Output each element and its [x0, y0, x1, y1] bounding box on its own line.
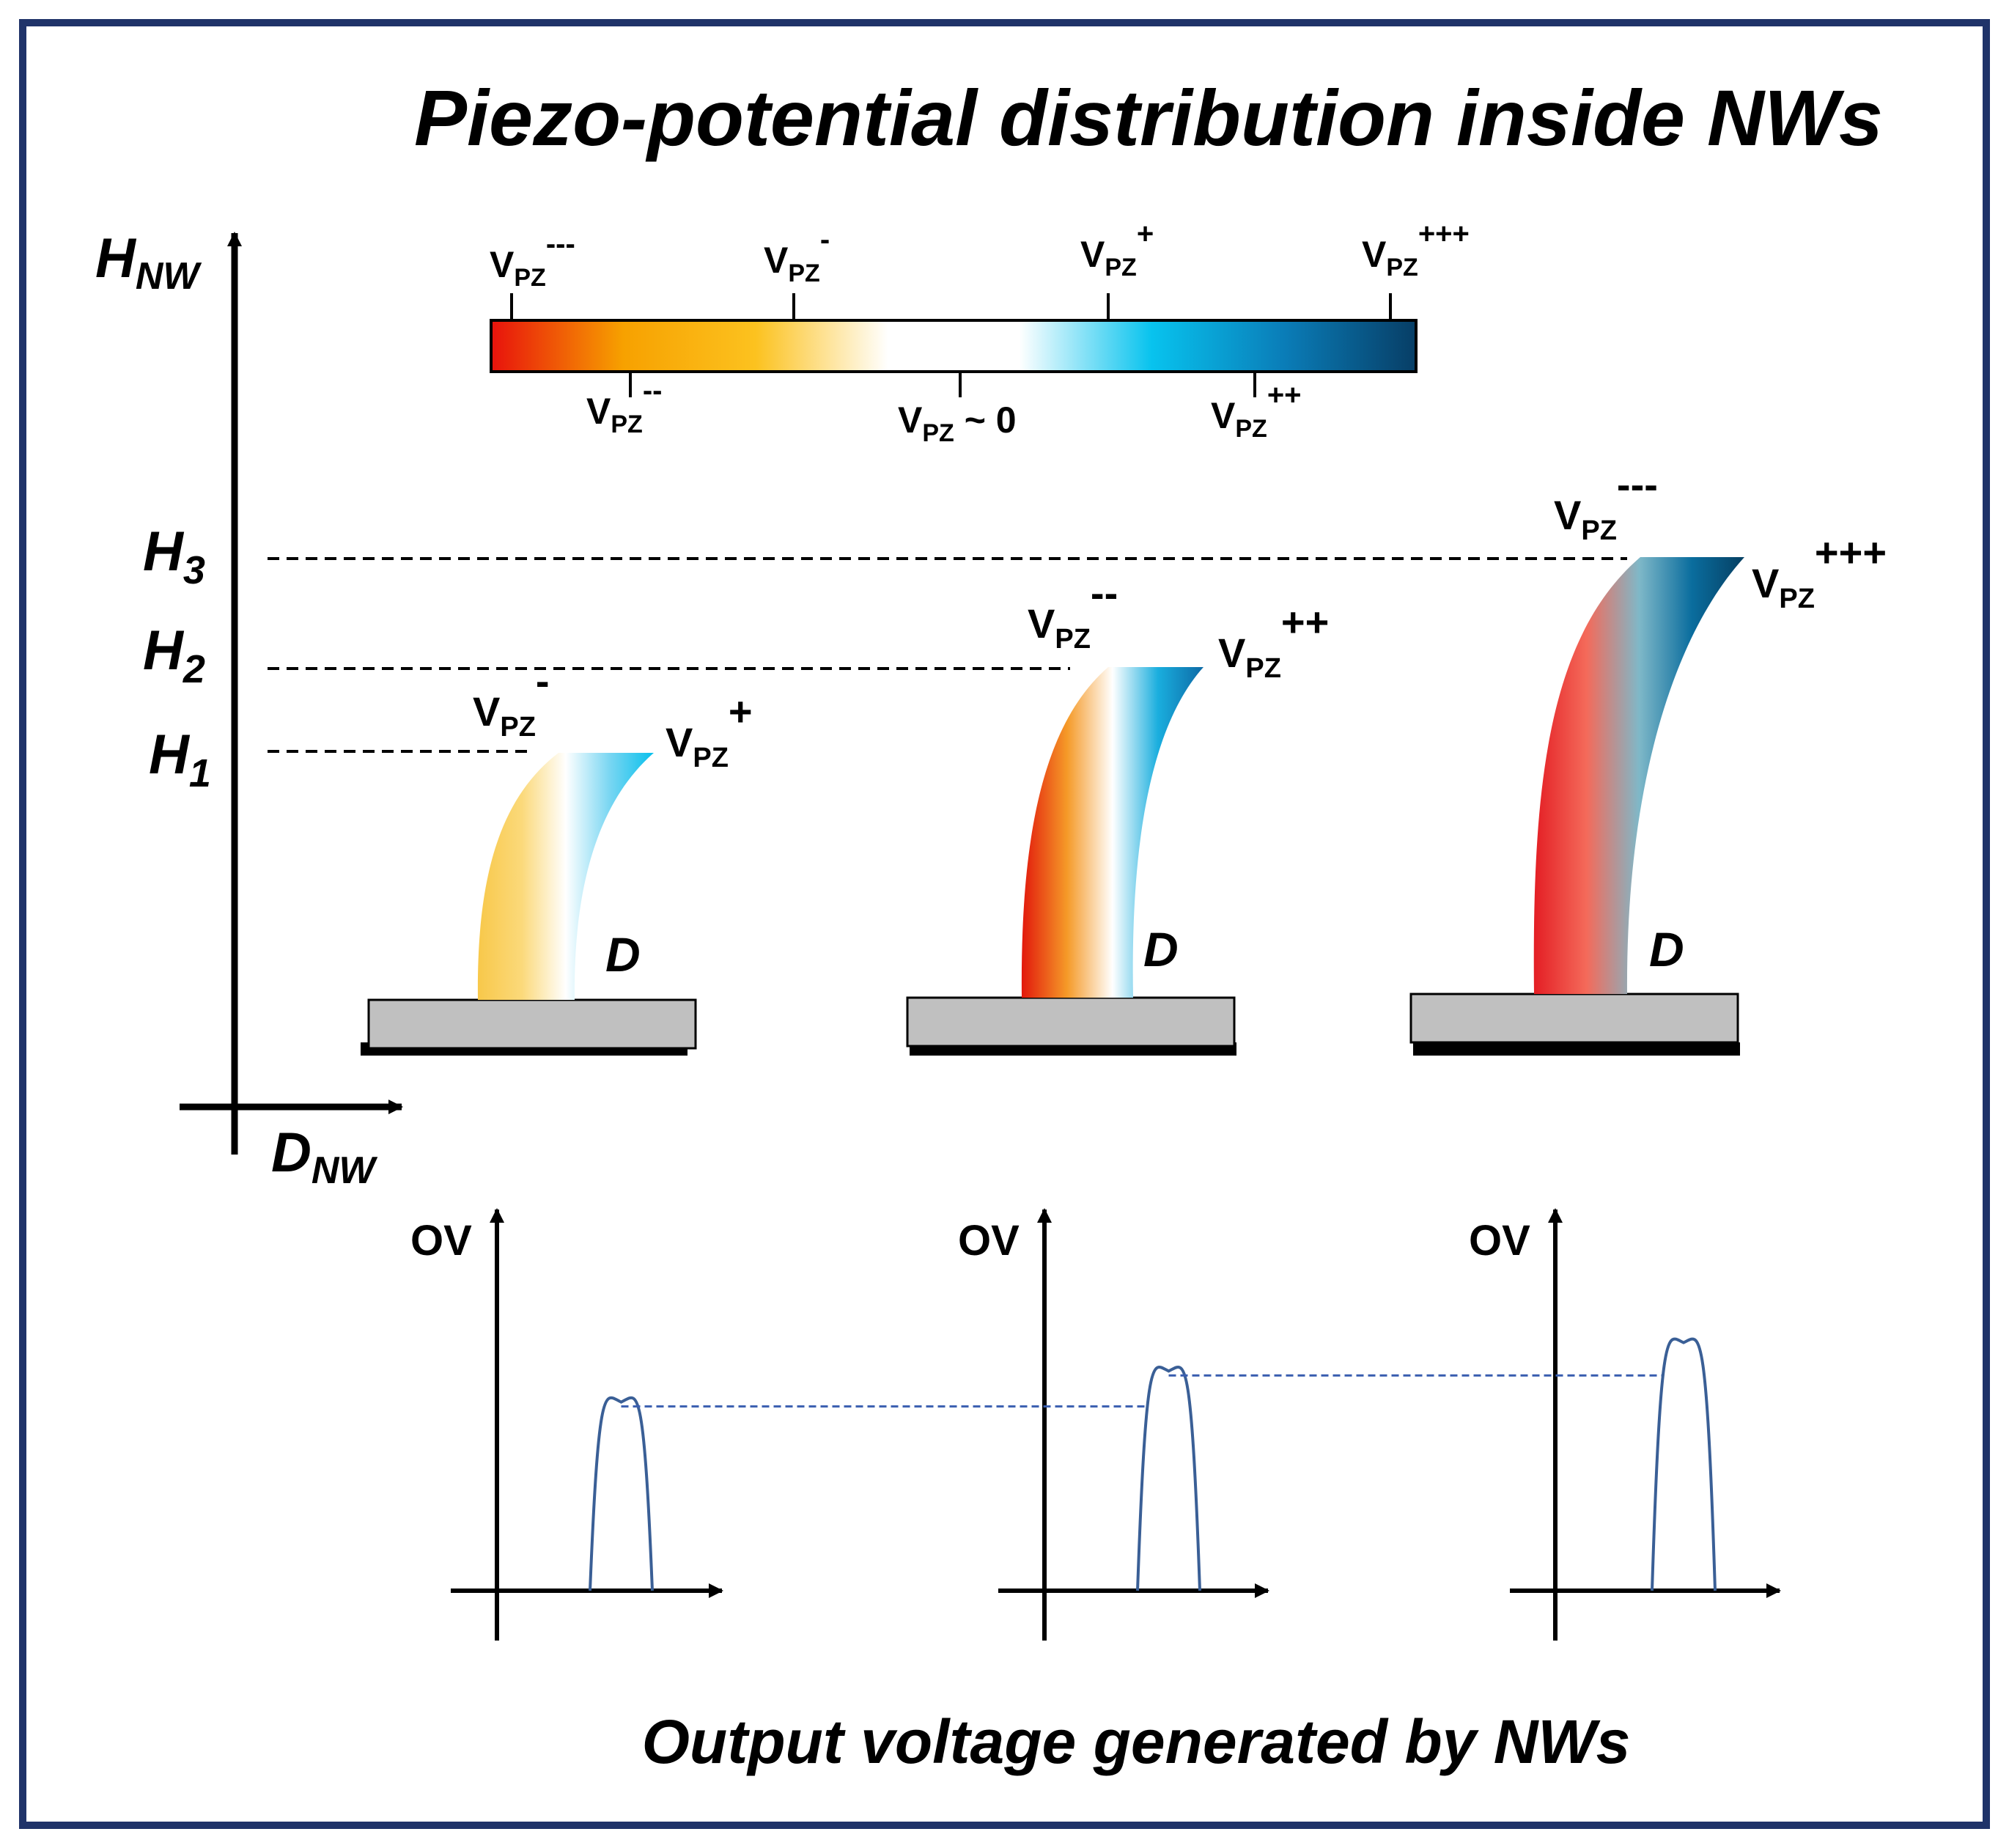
diameter-label: D — [605, 927, 641, 982]
height-label-h2: H2 — [143, 619, 205, 691]
colorbar-label-vpz-minus2: VPZ-- — [586, 375, 662, 438]
nanowire-right-label: VPZ+++ — [1752, 529, 1887, 614]
nanowire-2: VPZ-- VPZ++ D — [906, 570, 1329, 1056]
nanowire-1: VPZ- VPZ+ D — [361, 658, 753, 1056]
nanowire-3: VPZ--- VPZ+++ D — [1409, 461, 1887, 1056]
colorbar-gradient — [490, 319, 1418, 373]
nanowire-body — [477, 753, 654, 1000]
height-label-h3: H3 — [143, 520, 205, 592]
diameter-label: D — [1649, 922, 1684, 976]
ov-pulse — [1136, 1366, 1201, 1591]
colorbar-label-vpz-plus3: VPZ+++ — [1362, 218, 1470, 281]
ov-pulse — [589, 1396, 654, 1591]
nanowire-left-label: VPZ--- — [1554, 461, 1658, 546]
diameter-label: D — [1143, 922, 1179, 976]
colorbar-label-vpz-plus1: VPZ+ — [1080, 218, 1154, 281]
substrate — [1409, 993, 1739, 1044]
ov-plot-1: OV — [410, 1208, 723, 1641]
x-axis-label: DNW — [271, 1122, 377, 1192]
ov-axis-label: OV — [1469, 1217, 1530, 1264]
substrate-shadow — [1413, 1042, 1740, 1056]
ov-axis-label: OV — [410, 1217, 472, 1264]
nanowire-right-label: VPZ++ — [1218, 599, 1329, 684]
figure-footer: Output voltage generated by NWs — [642, 1707, 1631, 1776]
substrate — [367, 998, 697, 1050]
colorbar-label-vpz-minus1: VPZ- — [764, 224, 830, 287]
ov-plot-3: OV — [1469, 1208, 1781, 1641]
ov-axis-label: OV — [958, 1217, 1020, 1264]
nanowire-left-label: VPZ- — [473, 658, 550, 743]
nanowire-body — [1533, 557, 1744, 994]
ov-pulse — [1651, 1337, 1717, 1591]
nanowire-left-label: VPZ-- — [1028, 570, 1118, 655]
nanowire-right-label: VPZ+ — [666, 688, 753, 773]
colorbar: VPZ--- VPZ- VPZ+ VPZ+++ VPZ-- VPZ ~ 0 VP… — [490, 218, 1470, 447]
colorbar-label-vpz-minus3: VPZ--- — [490, 228, 575, 292]
nanowire-body — [1021, 667, 1203, 998]
figure-title: Piezo-potential distribution inside NWs — [414, 73, 1883, 162]
output-voltage-plots: OV OV OV — [410, 1208, 1781, 1641]
y-axis-label: HNW — [95, 227, 202, 298]
colorbar-label-vpz-plus2: VPZ++ — [1211, 379, 1302, 443]
colorbar-label-vpz-zero: VPZ ~ 0 — [898, 400, 1017, 447]
height-label-h1: H1 — [149, 724, 211, 795]
substrate — [906, 996, 1236, 1048]
ov-plot-2: OV — [958, 1208, 1269, 1641]
